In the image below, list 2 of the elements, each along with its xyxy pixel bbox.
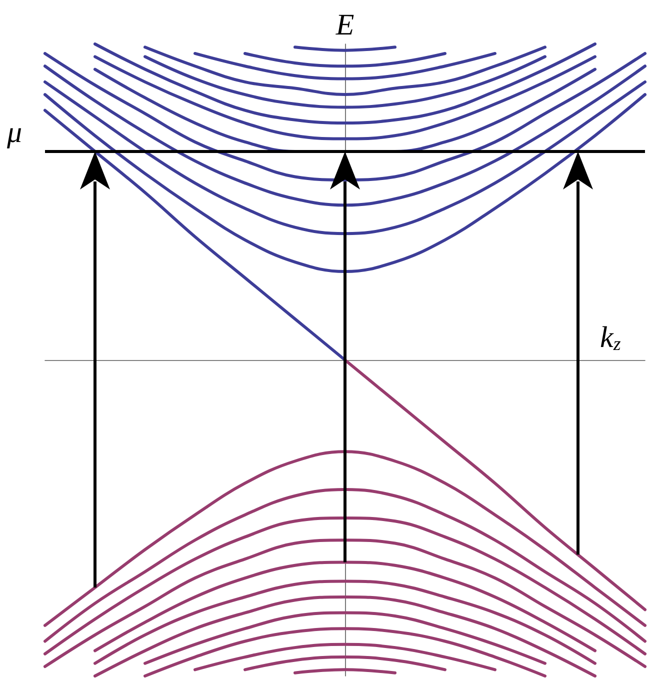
- y-axis-title: E: [334, 8, 354, 42]
- ref-line-label: μ: [6, 116, 22, 149]
